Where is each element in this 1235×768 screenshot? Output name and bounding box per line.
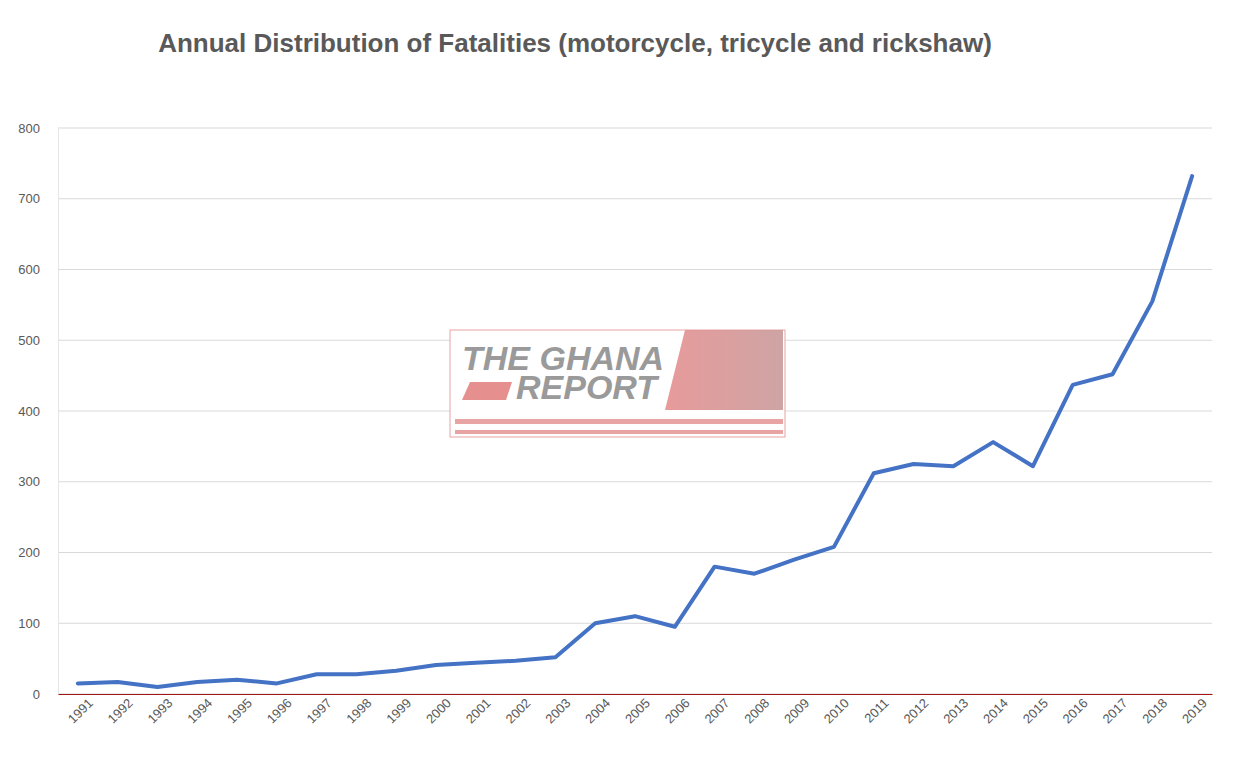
watermark-stripe [455, 430, 783, 434]
x-tick-label: 2013 [940, 695, 971, 726]
annotation: REPORT [516, 368, 660, 406]
x-tick: 1998 [343, 694, 374, 726]
y-tick: 100 [18, 616, 58, 631]
y-tick-label: 800 [18, 121, 40, 136]
grid-line [58, 694, 1212, 695]
x-tick-label: 2012 [900, 695, 931, 726]
x-tick: 2003 [542, 694, 573, 726]
x-tick-label: 2017 [1099, 695, 1130, 726]
y-tick: 300 [18, 474, 58, 489]
x-tick: 2007 [701, 694, 732, 726]
x-tick: 1991 [65, 694, 96, 726]
x-tick-label: 2007 [701, 695, 732, 726]
grid-line [58, 552, 1212, 553]
title: Annual Distribution of Fatalities (motor… [158, 28, 992, 58]
line [78, 176, 1192, 687]
grid-line [58, 128, 1212, 129]
chart: 0100200300400500600700800199119921993199… [0, 0, 1235, 768]
x-tick-label: 2003 [542, 695, 573, 726]
x-tick-label: 2016 [1060, 695, 1091, 726]
y-axis-line [58, 129, 59, 695]
x-tick: 2009 [781, 694, 812, 726]
x-tick: 2016 [1060, 694, 1091, 726]
x-tick: 2013 [940, 694, 971, 726]
x-tick: 2001 [463, 694, 494, 726]
y-tick-label: 200 [18, 545, 40, 560]
x-tick-label: 2010 [821, 695, 852, 726]
x-tick: 2011 [861, 694, 891, 726]
y-tick-label: 600 [18, 262, 40, 277]
title-line: Annual Distribution of Fatalities (motor… [158, 28, 992, 58]
y-tick: 400 [18, 404, 58, 419]
x-tick: 2018 [1139, 694, 1170, 726]
x-tick-label: 1997 [304, 695, 335, 726]
x-tick: 2005 [622, 694, 653, 726]
watermark-stripe [455, 419, 783, 424]
y-tick: 0 [33, 687, 58, 702]
x-tick-label: 2005 [622, 695, 653, 726]
x-tick: 2004 [582, 694, 613, 726]
grid-line [58, 481, 1212, 482]
x-tick: 1996 [264, 694, 295, 726]
x-tick: 2015 [1020, 694, 1051, 726]
y-tick-label: 300 [18, 474, 40, 489]
x-tick-label: 1998 [343, 695, 374, 726]
y-tick-label: 100 [18, 616, 40, 631]
x-tick-label: 2019 [1179, 695, 1210, 726]
y-tick: 800 [18, 121, 58, 136]
x-tick: 2000 [423, 694, 454, 726]
grid-line [58, 198, 1212, 199]
x-tick: 2017 [1099, 694, 1130, 726]
x-axis: 1991 1992 1993 1994 1995 1996 1997 1998 1999 2000… [59, 694, 1213, 726]
x-tick-label: 1995 [224, 695, 255, 726]
x-tick-label: 2018 [1139, 695, 1170, 726]
y-tick-label: 500 [18, 333, 40, 348]
grid [58, 128, 1212, 694]
x-tick: 1994 [184, 694, 215, 726]
x-tick: 2012 [900, 694, 931, 726]
grid-line [58, 623, 1212, 624]
plot-area [78, 176, 1192, 687]
x-tick-label: 2014 [980, 695, 1011, 726]
watermark: THE GHANAREPORT [450, 330, 785, 437]
x-tick-label: 2004 [582, 695, 613, 726]
x-tick: 2010 [821, 694, 852, 726]
watermark-shape [462, 382, 512, 400]
x-tick-label: 1993 [144, 695, 175, 726]
x-tick-label: 2000 [423, 695, 454, 726]
watermark-shape [665, 330, 783, 410]
grid-line [58, 269, 1212, 270]
x-tick-label: 1999 [383, 695, 414, 726]
x-tick-label: 2015 [1020, 695, 1051, 726]
y-tick: 700 [18, 191, 58, 206]
x-tick-label: 2006 [662, 695, 693, 726]
x-tick: 1992 [105, 694, 136, 726]
x-tick: 2008 [741, 694, 772, 726]
x-tick: 1993 [144, 694, 175, 726]
x-tick-label: 1992 [105, 695, 136, 726]
x-tick: 2019 [1179, 694, 1210, 726]
x-tick: 2014 [980, 694, 1011, 726]
x-tick: 2006 [662, 694, 693, 726]
x-tick-label: 2011 [861, 695, 891, 725]
y-tick: 500 [18, 333, 58, 348]
x-tick-label: 2008 [741, 695, 772, 726]
y-tick-label: 700 [18, 191, 40, 206]
x-tick: 1999 [383, 694, 414, 726]
y-tick-label: 0 [33, 687, 40, 702]
x-tick-label: 2009 [781, 695, 812, 726]
y-axis: 0 100 200 300 400 500 600 700 800 [18, 121, 58, 702]
x-tick-label: 1991 [65, 695, 96, 726]
x-tick: 1997 [304, 694, 335, 726]
x-tick-label: 2002 [503, 695, 534, 726]
y-tick: 600 [18, 262, 58, 277]
y-tick-label: 400 [18, 404, 40, 419]
x-tick-label: 2001 [463, 695, 494, 726]
y-tick: 200 [18, 545, 58, 560]
x-tick-label: 1996 [264, 695, 295, 726]
x-tick: 1995 [224, 694, 255, 726]
watermark-box [450, 330, 785, 437]
x-tick: 2002 [503, 694, 534, 726]
x-tick-label: 1994 [184, 695, 215, 726]
